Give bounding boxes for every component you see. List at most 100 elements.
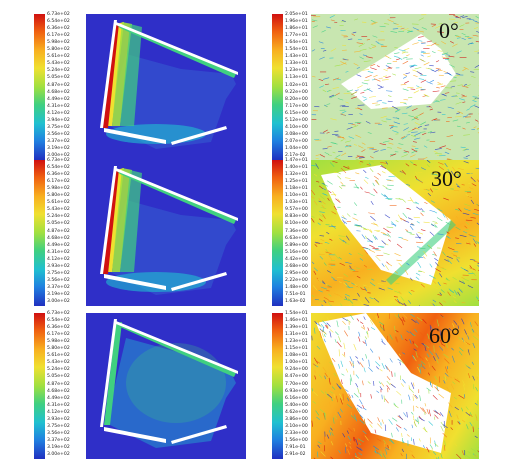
velocity-vector (461, 95, 467, 98)
angle-label-2: 60° (429, 323, 460, 348)
velocity-vector (363, 98, 368, 101)
velocity-vector (373, 74, 378, 78)
velocity-vector (386, 376, 391, 381)
velocity-vector (380, 162, 387, 164)
velocity-vector (431, 365, 436, 371)
velocity-vector (426, 81, 433, 85)
velocity-vector (369, 193, 375, 197)
velocity-vector (467, 285, 474, 289)
velocity-vector (415, 320, 420, 325)
scale-label: 5.24e+02 (47, 68, 70, 74)
velocity-vector (410, 313, 415, 318)
scale-label: 3.00e+02 (47, 299, 70, 304)
scale-label: 1.63e-02 (285, 299, 306, 304)
velocity-vector (415, 351, 418, 358)
velocity-vector (461, 32, 466, 36)
velocity-vector (402, 313, 408, 319)
velocity-vector (323, 338, 326, 343)
scale-label: 1.00e+01 (285, 360, 308, 366)
velocity-vector (321, 30, 326, 33)
velocity-vector (311, 19, 318, 22)
velocity-vector (476, 30, 479, 33)
velocity-vector (436, 87, 440, 89)
velocity-vector (373, 445, 379, 451)
velocity-vector (463, 148, 469, 151)
velocity-vector (394, 336, 398, 342)
velocity-vector (400, 27, 405, 30)
velocity-vector (413, 348, 417, 351)
velocity-vector (409, 450, 413, 453)
velocity-vector (469, 235, 476, 238)
velocity-vector (320, 324, 325, 329)
velocity-vector (345, 368, 349, 373)
velocity-vectors-1 (311, 160, 479, 306)
velocity-vector (340, 303, 343, 306)
scale-label: 3.10e+00 (285, 423, 308, 429)
velocity-vector (460, 289, 464, 293)
velocity-vector (474, 261, 479, 263)
velocity-vector (405, 183, 411, 186)
velocity-vector (410, 154, 416, 158)
velocity-vector (446, 386, 451, 393)
scale-label: 3.86e+00 (285, 416, 308, 422)
velocity-vector (376, 230, 380, 232)
velocity-vector (352, 284, 359, 287)
velocity-vector (432, 451, 437, 456)
velocity-vector (433, 356, 436, 361)
velocity-vector (414, 175, 418, 180)
scale-label: 3.56e+02 (47, 131, 70, 137)
velocity-vector (377, 283, 384, 285)
velocity-vector (389, 438, 394, 444)
velocity-vector (459, 15, 465, 18)
velocity-vector (463, 160, 469, 164)
velocity-vector (319, 330, 322, 338)
velocity-vector (333, 373, 337, 377)
velocity-vector (473, 27, 479, 30)
velocity-vector (466, 84, 471, 87)
velocity-vector (463, 231, 468, 234)
velocity-vector (467, 451, 471, 454)
velocity-vector (321, 201, 326, 205)
velocity-vector (448, 55, 455, 58)
velocity-vector (364, 435, 369, 441)
velocity-vector (324, 391, 330, 398)
velocity-vector (442, 213, 446, 218)
velocity-vector (473, 20, 478, 23)
velocity-vector (421, 27, 427, 30)
scale-label: 6.54e+02 (47, 165, 70, 171)
velocity-vector (450, 170, 455, 177)
velocity-vector (429, 263, 433, 268)
velocity-vector (363, 60, 371, 62)
scale-label: 9.22e+00 (285, 89, 308, 95)
velocity-vector (318, 78, 324, 81)
velocity-vector (346, 286, 354, 288)
velocity-vector (470, 448, 477, 452)
velocity-vector (339, 408, 343, 413)
velocity-vector (436, 217, 443, 222)
velocity-vector (317, 451, 319, 458)
scale-label: 4.12e+02 (47, 110, 70, 116)
velocity-vector (345, 443, 348, 447)
scale-label: 4.68e+02 (47, 388, 70, 394)
velocity-vector (370, 200, 374, 205)
scale-label: 1.23e+01 (285, 68, 308, 74)
velocity-vector (339, 105, 346, 107)
velocity-vector (388, 439, 395, 444)
velocity-vector (447, 168, 450, 173)
velocity-vector (446, 158, 451, 160)
velocity-vector (472, 396, 478, 401)
velocity-vector (326, 103, 331, 105)
scale-label: 4.12e+02 (47, 256, 70, 262)
velocity-vector (353, 436, 355, 441)
velocity-vector (428, 372, 430, 376)
velocity-vector (449, 217, 452, 221)
velocity-vector (378, 287, 385, 291)
velocity-vector (430, 173, 438, 176)
velocity-vector (392, 73, 397, 76)
velocity-vector (403, 80, 409, 84)
velocity-vector (332, 160, 338, 164)
scale-label: 1.15e+01 (285, 346, 308, 352)
velocity-vector (329, 430, 332, 436)
velocity-vector (353, 144, 358, 146)
velocity-vector (437, 281, 441, 286)
